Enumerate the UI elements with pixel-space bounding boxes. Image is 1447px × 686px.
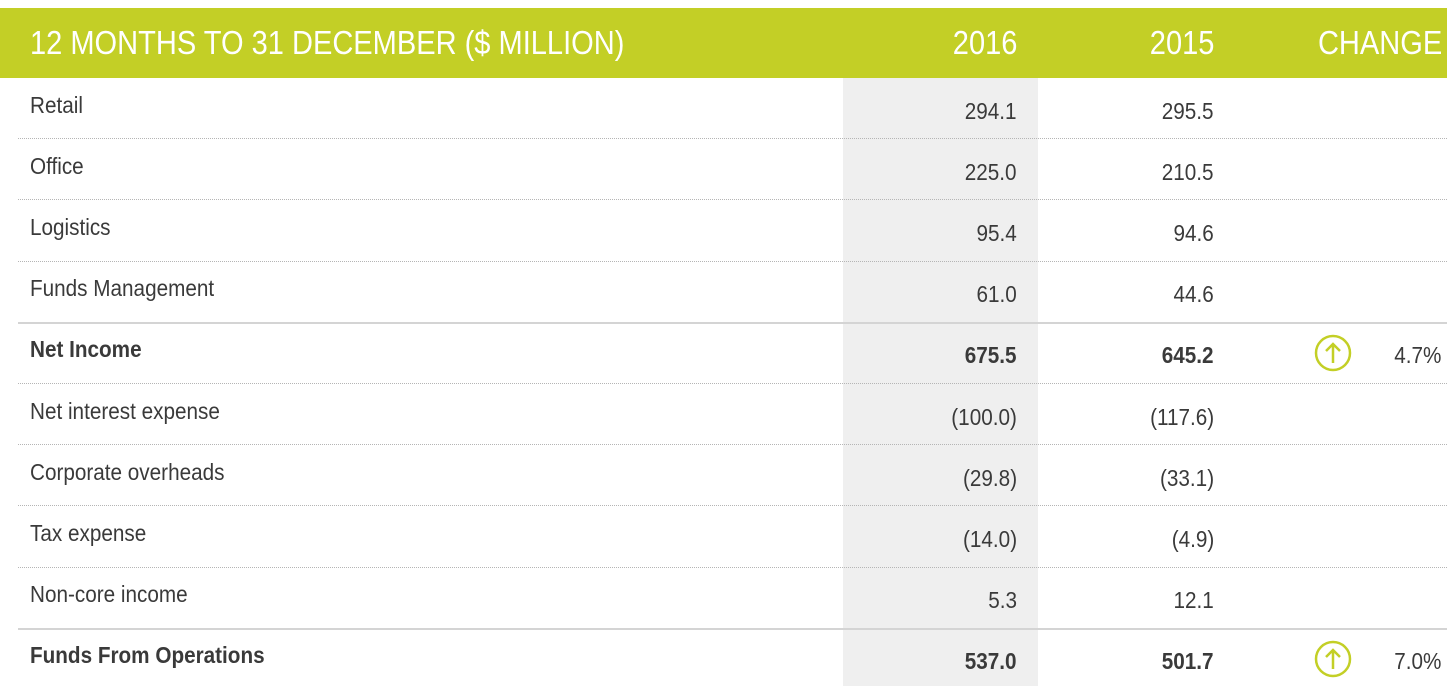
row-label: Retail xyxy=(30,91,83,118)
row-separator xyxy=(18,444,1447,446)
value-2015: 44.6 xyxy=(1173,281,1214,308)
header-2015: 2015 xyxy=(1149,24,1214,61)
header-change: CHANGE xyxy=(1317,24,1442,61)
up-arrow-svg xyxy=(1314,641,1352,678)
row-separator xyxy=(18,627,1447,630)
row-separator xyxy=(18,383,1447,384)
row-separator xyxy=(18,138,1447,140)
column-shade xyxy=(843,78,1038,686)
value-2015: (4.9) xyxy=(1171,526,1214,552)
value-2016: 5.3 xyxy=(988,587,1017,614)
value-2016: 225.0 xyxy=(965,158,1017,185)
value-2016: (100.0) xyxy=(951,403,1017,430)
value-2016: 294.1 xyxy=(965,97,1017,124)
header-bar: 12 MONTHS TO 31 DECEMBER ($ MILLION) 201… xyxy=(0,8,1447,78)
up-arrow-icon xyxy=(1313,333,1353,373)
value-2015: (33.1) xyxy=(1159,464,1214,491)
row-label: Funds From Operations xyxy=(30,642,265,669)
row-separator xyxy=(18,260,1447,262)
row-label: Logistics xyxy=(30,214,111,240)
value-2016: 537.0 xyxy=(965,648,1017,675)
up-arrow-svg xyxy=(1314,335,1352,372)
value-2015: 645.2 xyxy=(1162,342,1214,369)
value-2015: 94.6 xyxy=(1173,220,1214,246)
row-label: Net interest expense xyxy=(30,397,220,424)
value-2015: (117.6) xyxy=(1149,403,1214,430)
row-label: Funds Management xyxy=(30,275,215,302)
change-value: 7.0% xyxy=(1393,648,1441,675)
value-2016: (14.0) xyxy=(962,526,1017,552)
row-label: Net Income xyxy=(30,336,142,363)
row-separator xyxy=(18,505,1447,507)
header-2016: 2016 xyxy=(952,24,1017,61)
value-2016: 675.5 xyxy=(965,342,1017,369)
row-label: Corporate overheads xyxy=(30,458,225,485)
row-separator xyxy=(18,321,1447,324)
value-2016: (29.8) xyxy=(962,464,1017,491)
change-value: 4.7% xyxy=(1393,342,1441,369)
row-separator xyxy=(18,199,1447,201)
row-label: Tax expense xyxy=(30,520,147,546)
header-title: 12 MONTHS TO 31 DECEMBER ($ MILLION) xyxy=(30,24,625,61)
value-2015: 295.5 xyxy=(1162,97,1214,124)
row-separator xyxy=(18,566,1447,568)
row-label: Non-core income xyxy=(30,581,188,608)
value-2016: 95.4 xyxy=(976,220,1017,246)
value-2016: 61.0 xyxy=(976,281,1017,308)
up-arrow-icon xyxy=(1313,639,1353,679)
value-2015: 210.5 xyxy=(1162,158,1214,185)
row-label: Office xyxy=(30,152,84,179)
value-2015: 12.1 xyxy=(1173,587,1214,614)
value-2015: 501.7 xyxy=(1162,648,1214,675)
